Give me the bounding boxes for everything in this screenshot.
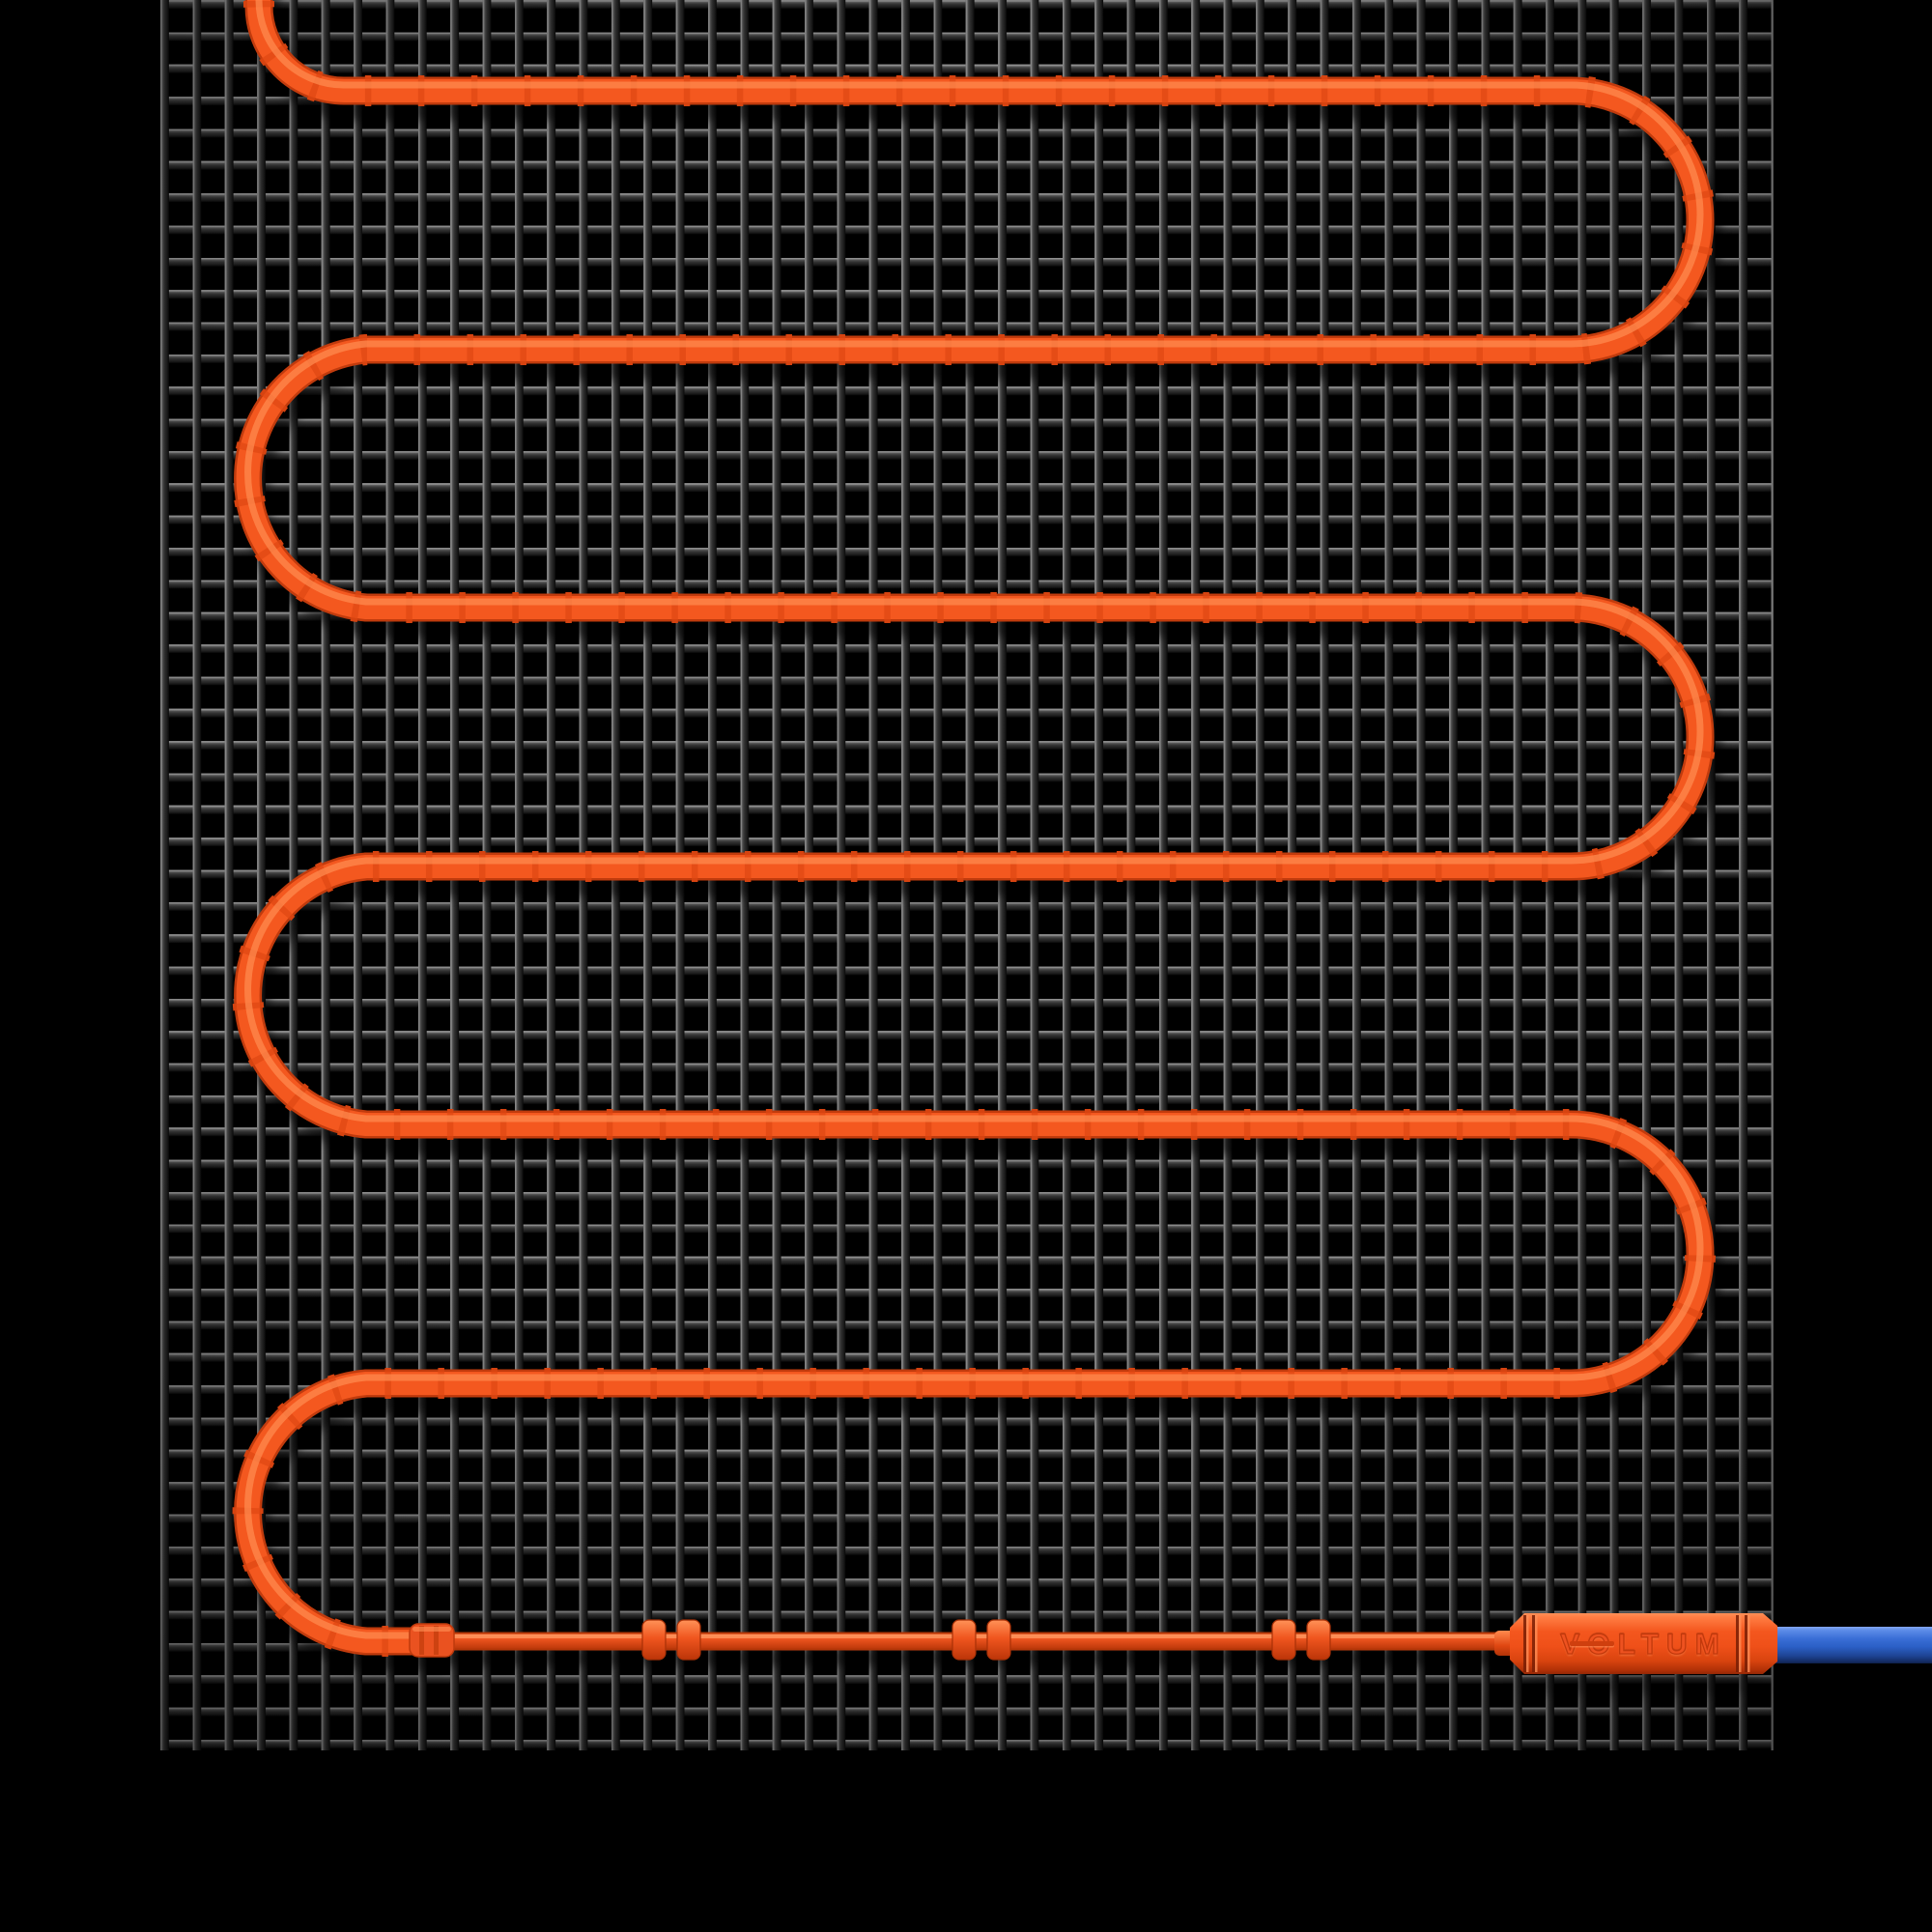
cable-clip	[952, 1619, 1011, 1661]
heating-cable-highlight	[244, 0, 1704, 1639]
voltum-logo-dash-icon	[1570, 1641, 1614, 1646]
cold-lead-cable	[433, 1632, 1536, 1651]
connector-ridge-right	[1736, 1615, 1752, 1672]
brand-label: VOLTUM	[1560, 1628, 1727, 1661]
connector-ridge-left	[1523, 1615, 1540, 1672]
cold-tail-blue-cable	[1766, 1627, 1932, 1663]
power-connector: VOLTUM	[1510, 1613, 1777, 1674]
cable-clip	[641, 1619, 701, 1661]
splice-joint	[409, 1623, 455, 1658]
cable-clip	[1271, 1619, 1331, 1661]
cable-shadow	[240, 0, 1721, 1671]
connector-shadow	[1517, 1677, 1773, 1692]
